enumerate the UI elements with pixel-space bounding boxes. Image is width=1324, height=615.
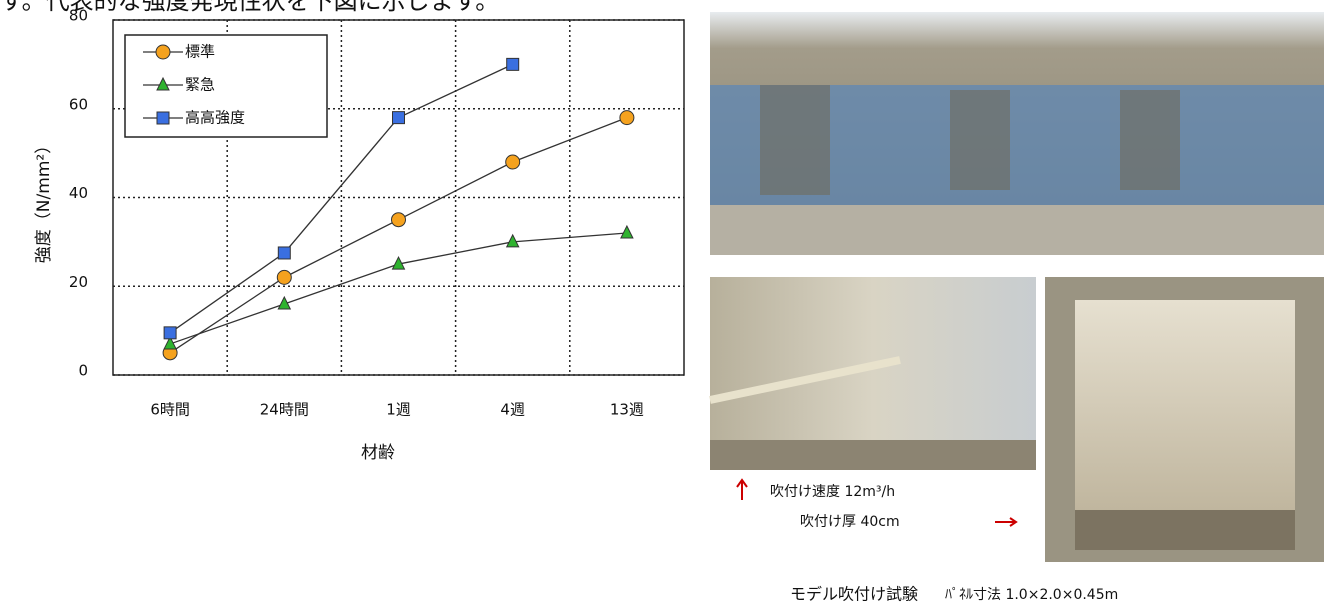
marker	[163, 326, 177, 340]
y-tick-label: 60	[69, 95, 88, 113]
series-line	[169, 232, 627, 345]
legend-label: 高高強度	[185, 109, 245, 127]
marker	[506, 57, 520, 71]
photo-wall	[710, 12, 1324, 255]
caption: ﾊﾟﾈﾙ寸法 1.0×2.0×0.45m	[945, 587, 1118, 603]
legend-label: 標準	[185, 43, 215, 61]
plot-frame	[112, 19, 685, 376]
marker	[277, 246, 291, 260]
marker	[620, 224, 634, 239]
x-axis-label: 材齢	[361, 443, 395, 463]
photo-panel	[1045, 277, 1324, 562]
photo-spray	[709, 277, 1036, 470]
x-tick-label: 4週	[500, 401, 525, 419]
marker	[391, 255, 406, 270]
y-tick-label: 0	[78, 362, 88, 380]
caption: モデル吹付け試験	[790, 585, 918, 604]
y-axis-label: 強度（N/mm²）	[34, 137, 54, 263]
marker	[163, 335, 177, 350]
legend-marker	[156, 76, 170, 91]
caption: 吹付け厚 40cm	[800, 514, 900, 530]
y-tick-label: 80	[69, 7, 88, 25]
marker	[276, 269, 292, 285]
arrow-head	[1009, 517, 1018, 527]
series-line	[169, 117, 628, 354]
y-tick-label: 20	[69, 273, 88, 291]
y-tick-label: 40	[69, 184, 88, 202]
x-tick-label: 6時間	[150, 401, 190, 419]
marker	[392, 111, 405, 125]
legend-label: 緊急	[185, 76, 215, 94]
legend-marker	[156, 111, 170, 125]
marker	[505, 154, 521, 170]
marker	[505, 233, 520, 248]
legend-marker	[155, 44, 171, 60]
x-tick-label: 13週	[610, 401, 644, 419]
series-line	[169, 63, 513, 334]
arrow-head	[736, 478, 748, 488]
marker	[619, 110, 635, 126]
marker	[277, 295, 292, 310]
caption: 吹付け速度 12m³/h	[770, 484, 895, 500]
header-text: す。代表的な強度発現性状を下図に示します。	[0, 0, 499, 15]
marker	[391, 212, 406, 228]
x-tick-label: 24時間	[260, 401, 309, 419]
x-tick-label: 1週	[386, 401, 411, 419]
